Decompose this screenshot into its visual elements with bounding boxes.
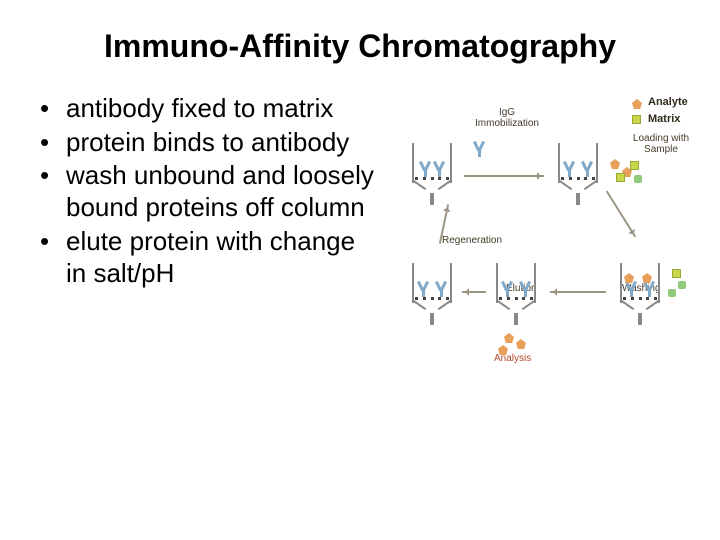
antibody-icon — [472, 141, 486, 157]
arrow-icon — [606, 191, 636, 238]
page-title: Immuno-Affinity Chromatography — [0, 0, 720, 65]
column-immobilization — [408, 143, 456, 205]
bullet-item: wash unbound and loosely bound proteins … — [38, 160, 378, 223]
impurity-icon — [668, 289, 676, 297]
column-regeneration — [408, 263, 456, 325]
legend-analyte-icon — [632, 99, 642, 109]
arrow-icon — [462, 291, 486, 293]
process-diagram: Analyte Matrix IgG Immobilization Loadin… — [384, 93, 704, 413]
bullet-item: antibody fixed to matrix — [38, 93, 378, 125]
label-analysis: Analysis — [494, 353, 531, 364]
legend-matrix-label: Matrix — [648, 113, 680, 125]
impurity-icon — [634, 175, 642, 183]
matrix-icon — [616, 173, 625, 182]
bullet-item: elute protein with change in salt/pH — [38, 226, 378, 289]
content-row: antibody fixed to matrix protein binds t… — [0, 65, 720, 413]
label-loading: Loading with Sample — [626, 133, 696, 155]
impurity-icon — [678, 281, 686, 289]
arrow-icon — [550, 291, 606, 293]
label-immobilization: IgG Immobilization — [472, 107, 542, 129]
column-washing — [616, 263, 664, 325]
analyte-icon — [516, 339, 526, 349]
label-regeneration: Regeneration — [442, 235, 502, 246]
analyte-icon — [504, 333, 514, 343]
analyte-icon — [498, 345, 508, 355]
column-elution — [492, 263, 540, 325]
analyte-icon — [610, 159, 620, 169]
matrix-icon — [630, 161, 639, 170]
legend-matrix-icon — [632, 115, 641, 124]
matrix-icon — [672, 269, 681, 278]
legend-analyte-label: Analyte — [648, 96, 688, 108]
bullet-list: antibody fixed to matrix protein binds t… — [38, 93, 378, 413]
bullet-item: protein binds to antibody — [38, 127, 378, 159]
arrow-icon — [464, 175, 544, 177]
column-loading — [554, 143, 602, 205]
